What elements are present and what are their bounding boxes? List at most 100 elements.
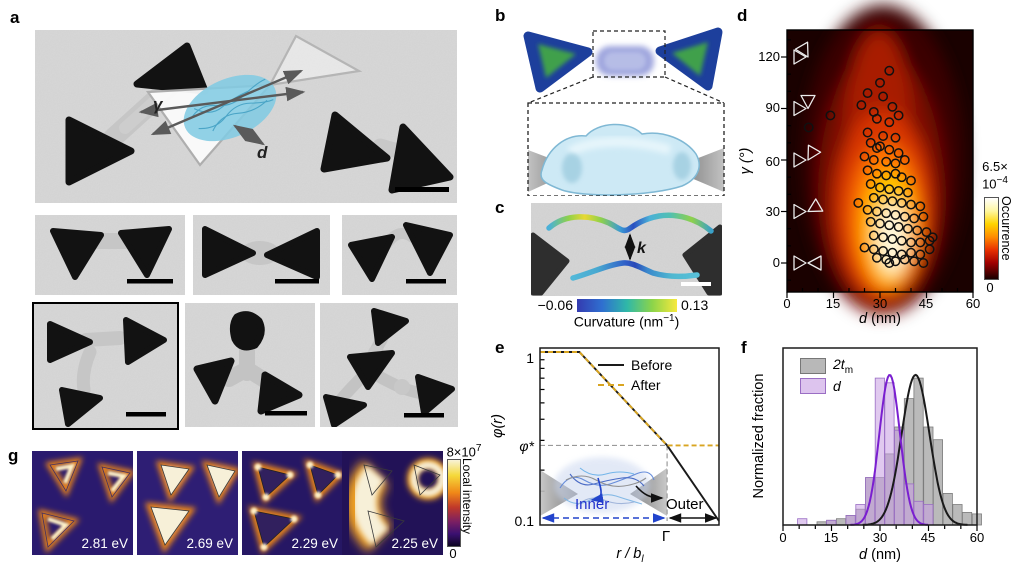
tem-dimer-3: [342, 215, 457, 295]
d-cbar-min: 0: [986, 280, 994, 295]
scale-bar: [265, 411, 307, 416]
scatter-points: [803, 65, 938, 268]
d-xlabel: d (nm): [859, 311, 901, 327]
after-line-swatch: [598, 384, 624, 386]
gamma-angle-arrows: [138, 69, 306, 136]
before-line-swatch: [598, 364, 624, 366]
d-annotation: d: [257, 143, 268, 162]
fit-curves: [850, 373, 968, 526]
d-ytick-60: 60: [765, 154, 780, 169]
f-legend: 2tm d: [800, 356, 853, 396]
eels-map-1: 2.81 eV: [32, 451, 133, 555]
legend-d: d: [800, 376, 853, 396]
tem-trimer-y: [185, 303, 315, 427]
glow-chain: [345, 458, 443, 553]
eels-map-3: 2.29 eV: [242, 451, 343, 555]
f-xtick-0: 0: [779, 530, 787, 545]
k-annotation: k: [637, 240, 647, 257]
e-ytick-01: 0.1: [514, 513, 534, 529]
scale-bar: [127, 279, 173, 284]
d-xtick-30: 30: [872, 296, 888, 311]
glow-triangles: [248, 458, 343, 555]
tem-tetramer-chain: [320, 303, 458, 427]
glow-triangles: [38, 457, 133, 554]
d-histogram-plot: [782, 347, 982, 531]
f-xtick-60: 60: [969, 530, 985, 545]
purple-swatch: [800, 378, 826, 394]
d-ytick-90: 90: [765, 100, 780, 115]
f-xtick-30: 30: [872, 530, 888, 545]
glow-triangles: [145, 460, 238, 554]
e-inner-label: Inner: [575, 496, 610, 513]
gray-swatch: [800, 358, 826, 374]
legend-before: Before: [598, 355, 672, 375]
tem-dimer-2: [193, 215, 330, 295]
e-outer-label: Outer: [666, 496, 704, 513]
d-xtick-0: 0: [783, 296, 791, 311]
energy-label: 2.29 eV: [291, 536, 338, 551]
scale-bar: [395, 187, 449, 192]
d-ytick-30: 30: [765, 204, 780, 219]
histogram-bars: [797, 377, 982, 526]
legend-after: After: [598, 375, 672, 395]
panel-f-label: f: [741, 338, 747, 357]
gamma-annotation: γ: [153, 95, 164, 114]
panel-c-label: c: [495, 198, 505, 217]
f-ylabel: Normalized fraction: [751, 373, 767, 499]
curvature-trace-bottom: [570, 260, 700, 281]
scale-bar: [406, 279, 446, 284]
g-cbar-max: 8×107: [446, 443, 482, 460]
curvature-cbar-title: Curvature (nm−1): [573, 313, 680, 330]
curvature-cbar-min: −0.06: [537, 297, 573, 313]
panel-d-label: d: [737, 6, 748, 25]
panel-g-label: g: [8, 446, 19, 465]
zoom-indicator: [527, 30, 725, 104]
energy-label: 2.69 eV: [186, 536, 233, 551]
d-ytick-0: 0: [772, 255, 780, 270]
scale-bar: [404, 413, 444, 418]
simulation-render: [523, 27, 725, 196]
panel-a-label: a: [10, 8, 20, 27]
d-xtick-45: 45: [918, 296, 934, 311]
d-xtick-60: 60: [965, 296, 981, 311]
tem-main-image: γ d: [35, 30, 457, 203]
e-ylabel: φ(r): [490, 414, 506, 438]
scale-bar: [126, 412, 166, 417]
energy-label: 2.25 eV: [391, 536, 438, 551]
panel-e-label: e: [495, 338, 505, 357]
f-xtick-15: 15: [823, 530, 839, 545]
e-ytick-1: 1: [526, 350, 534, 366]
curvature-trace-top: [546, 212, 714, 234]
scale-bar: [681, 282, 711, 286]
e-legend: Before After: [598, 355, 672, 395]
bridge-zoom-view: [527, 102, 725, 196]
d-xtick-15: 15: [825, 296, 841, 311]
gold-tips: [531, 224, 722, 296]
f-xlabel: d (nm): [859, 547, 901, 563]
eels-map-4: 2.25 eV: [342, 451, 443, 555]
g-cbar-title: Local intensity: [460, 458, 474, 535]
e-phi-star: φ*: [519, 438, 534, 454]
curvature-cbar-max: 0.13: [681, 297, 709, 313]
d-cbar-max: 6.5× 10−4: [982, 159, 1008, 192]
panel-b-label: b: [495, 6, 506, 25]
phi-profile-plot: [539, 347, 720, 526]
tem-dimer-1: [35, 215, 185, 295]
occurrence-colorbar: [984, 197, 999, 280]
d-ylabel: γ (°): [738, 147, 754, 175]
e-xlabel: r / bl: [616, 546, 644, 565]
bowtie-render: [523, 27, 723, 93]
d-cbar-title: Occurrence: [999, 196, 1013, 261]
e-gamma-symbol: Γ: [661, 528, 671, 545]
eels-map-2: 2.69 eV: [137, 451, 238, 555]
energy-label: 2.81 eV: [81, 536, 128, 551]
local-intensity-colorbar: [447, 459, 461, 547]
legend-2tm: 2tm: [800, 356, 853, 376]
d-gap-arrow: [232, 124, 266, 146]
curvature-tem-image: k: [531, 203, 722, 296]
f-xtick-45: 45: [920, 530, 936, 545]
d-ytick-120: 120: [758, 49, 780, 64]
scale-bar: [275, 279, 319, 284]
bowtie-angle-icons: [793, 41, 824, 271]
